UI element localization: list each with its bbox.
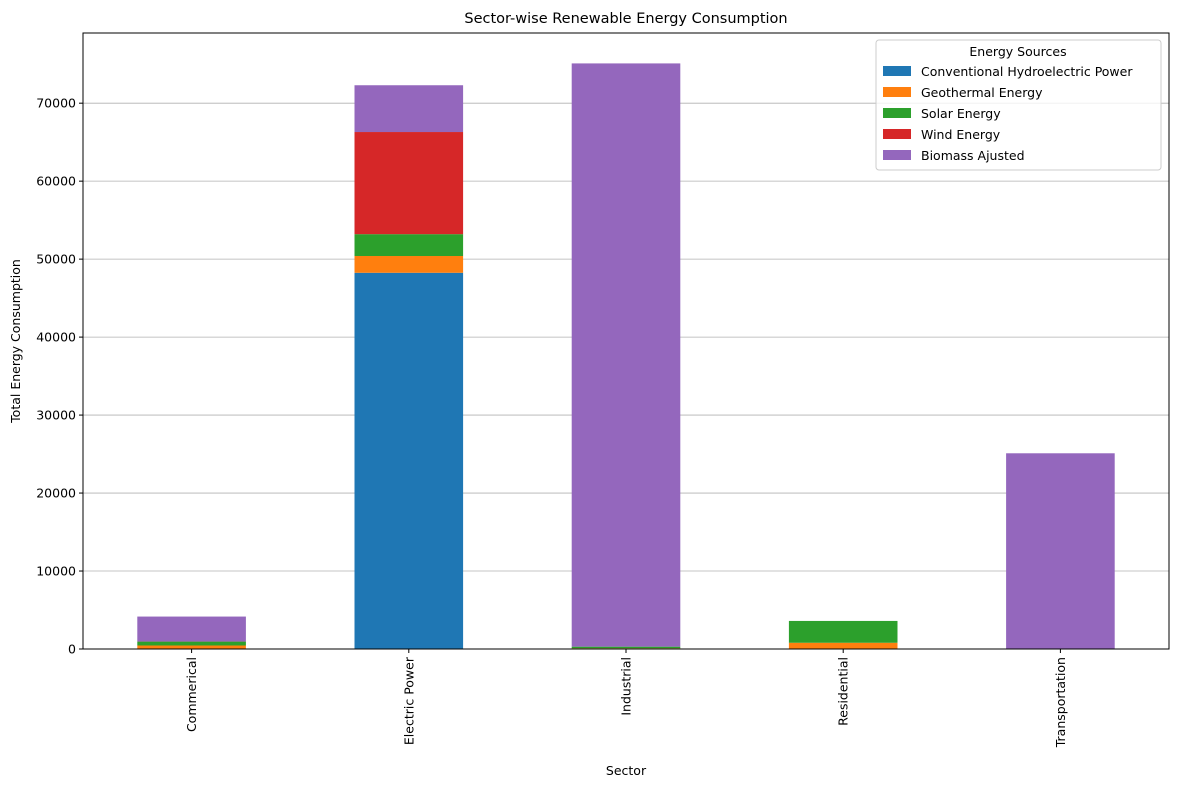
- bar-segment: [137, 645, 246, 649]
- legend-swatch: [883, 66, 911, 76]
- x-tick-label: Transportation: [1053, 657, 1068, 748]
- y-tick-label: 20000: [36, 486, 76, 501]
- bar-segment: [354, 256, 464, 273]
- legend-swatch: [883, 129, 911, 139]
- chart-title: Sector-wise Renewable Energy Consumption: [464, 11, 787, 27]
- bars: [137, 63, 1115, 649]
- x-axis-label: Sector: [606, 763, 647, 778]
- y-tick-label: 60000: [36, 174, 76, 189]
- y-tick-label: 50000: [36, 252, 76, 267]
- legend-swatch: [883, 150, 911, 160]
- y-tick-label: 40000: [36, 330, 76, 345]
- bar-segment: [354, 132, 464, 235]
- bar-segment: [571, 646, 681, 649]
- bar-segment: [354, 272, 464, 649]
- x-tick-label: Industrial: [619, 657, 634, 716]
- legend-title: Energy Sources: [969, 44, 1066, 59]
- x-axis-ticks: Commerical Electric Power Industrial Reside…: [184, 649, 1068, 748]
- x-tick-label: Commerical: [184, 657, 199, 732]
- legend-entry-label: Conventional Hydroelectric Power: [921, 64, 1133, 79]
- legend-entry-label: Solar Energy: [921, 106, 1001, 121]
- bar-segment: [354, 234, 464, 257]
- y-axis-label: Total Energy Consumption: [8, 259, 23, 424]
- legend-entry-label: Biomass Ajusted: [921, 148, 1025, 163]
- x-tick-label: Electric Power: [401, 656, 416, 745]
- bar-segment: [571, 63, 681, 647]
- legend-entry-label: Wind Energy: [921, 127, 1001, 142]
- legend-entry-label: Geothermal Energy: [921, 85, 1043, 100]
- legend: Energy Sources Conventional Hydroelectri…: [875, 39, 1162, 171]
- y-tick-label: 70000: [36, 96, 76, 111]
- bar-segment: [137, 616, 246, 642]
- y-tick-label: 0: [68, 642, 76, 657]
- bar-segment: [788, 620, 898, 643]
- y-axis-ticks: 0 10000 20000 30000 40000 50000 60000 70000: [36, 96, 83, 657]
- legend-swatch: [883, 87, 911, 97]
- y-tick-label: 10000: [36, 564, 76, 579]
- bar-segment: [1006, 453, 1115, 649]
- bar-segment: [788, 642, 898, 649]
- bar-segment: [137, 641, 246, 646]
- y-tick-label: 30000: [36, 408, 76, 423]
- legend-swatch: [883, 108, 911, 118]
- x-tick-label: Residential: [836, 657, 851, 726]
- bar-segment: [354, 85, 464, 133]
- legend-box: [875, 39, 1162, 171]
